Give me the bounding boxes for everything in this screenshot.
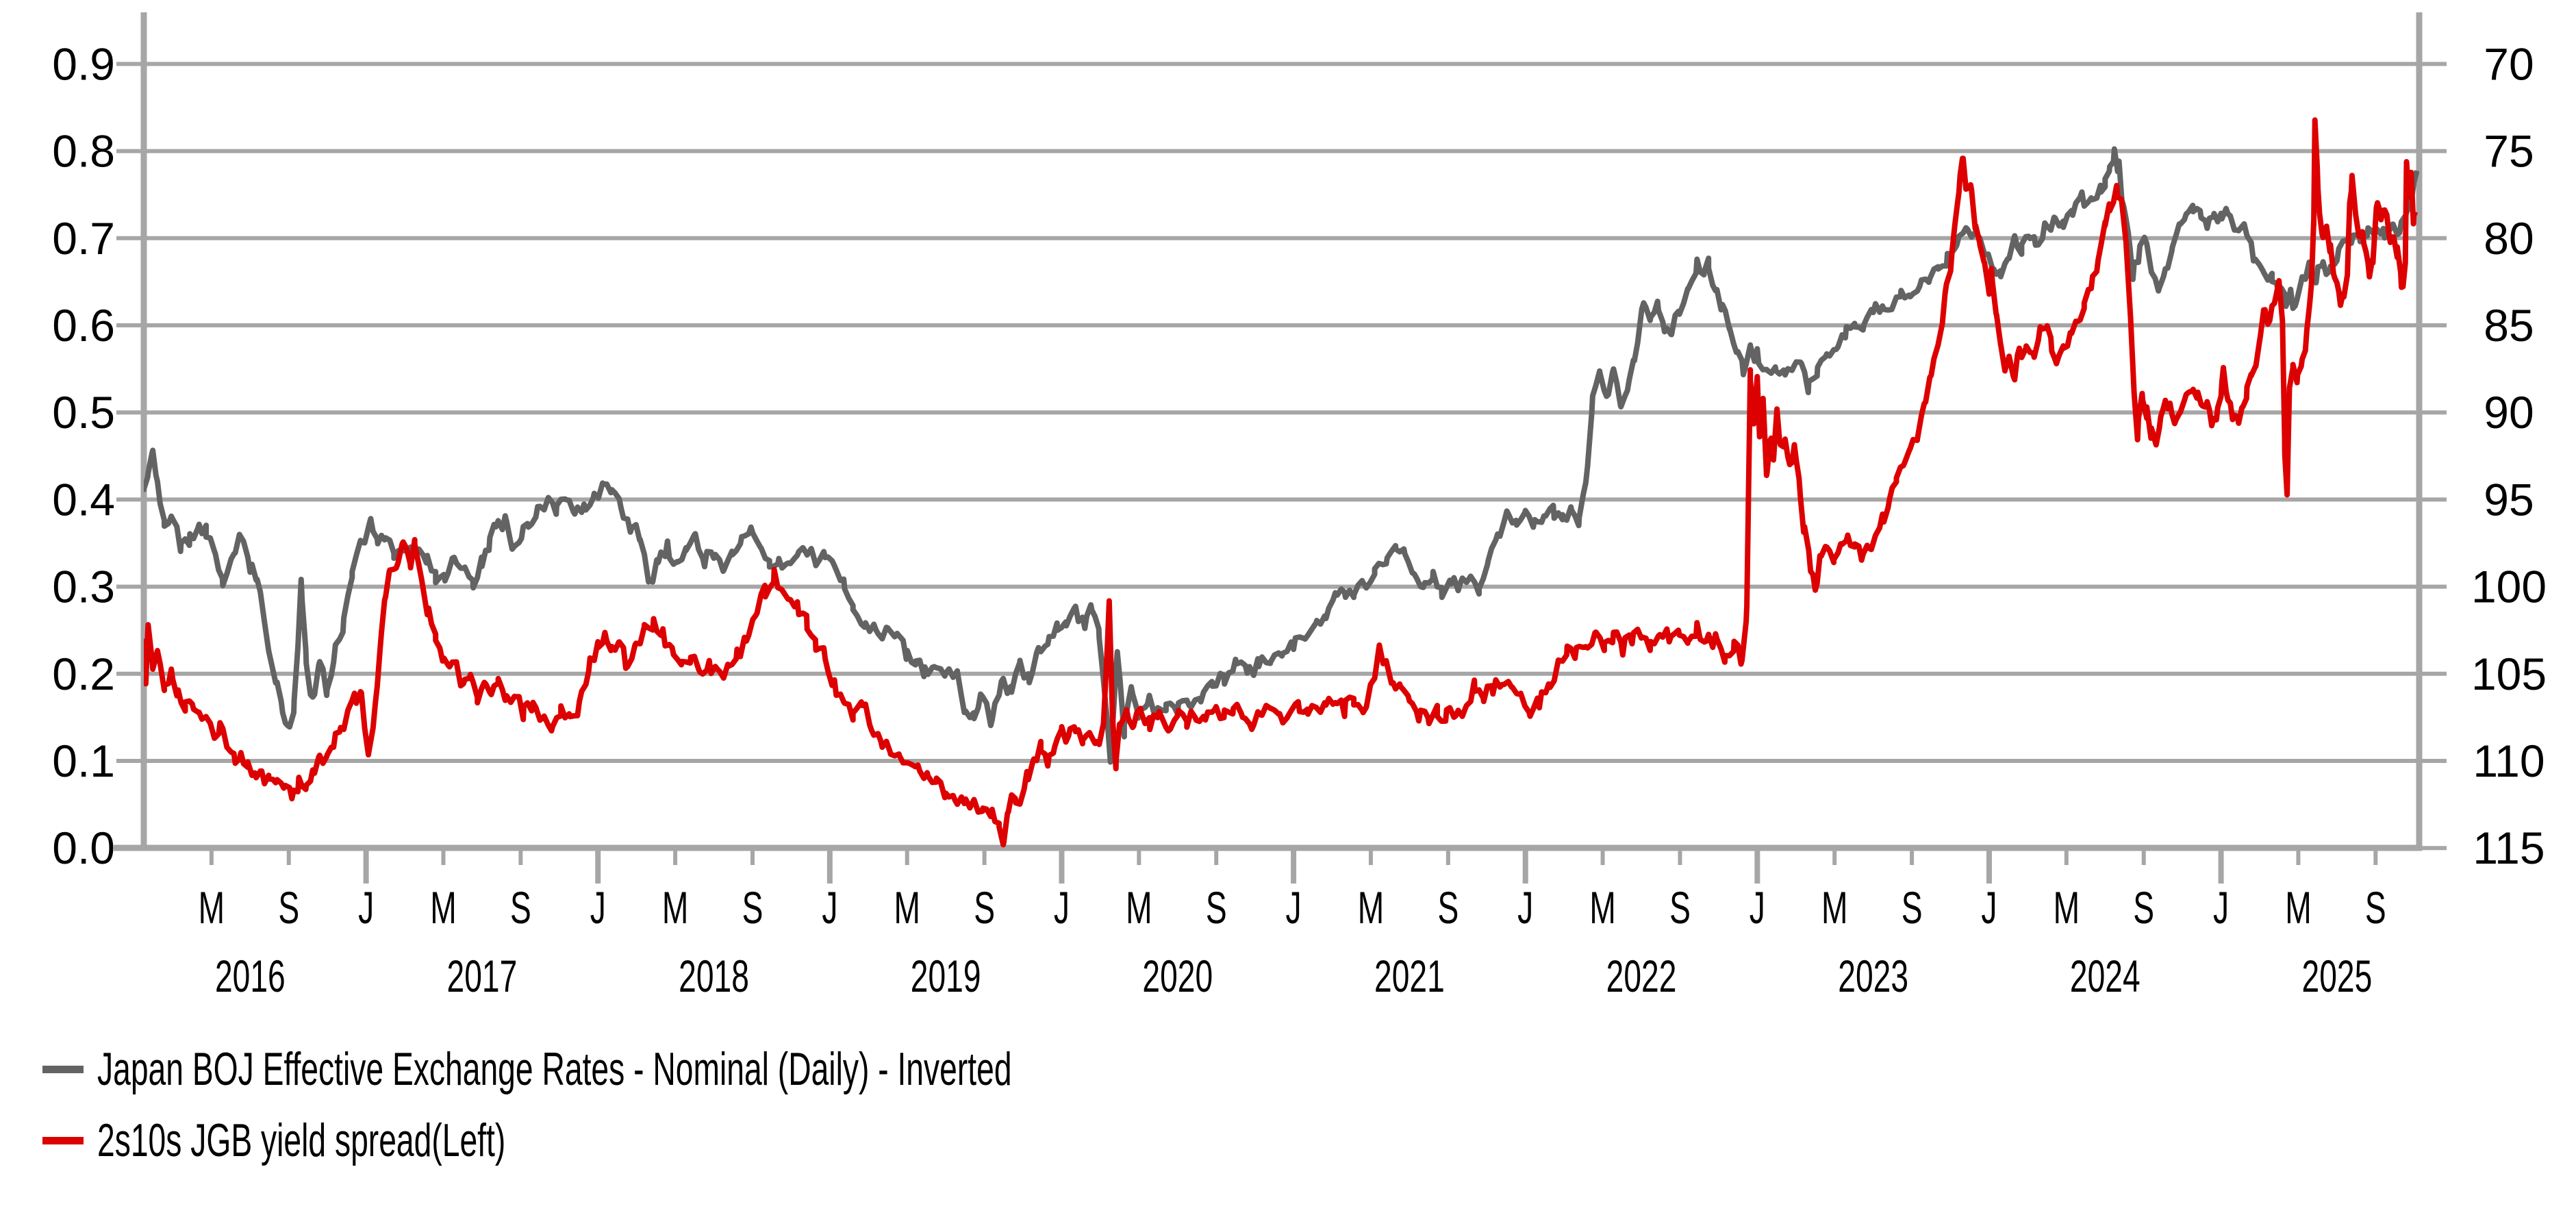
series-line-boj-exchange-rate bbox=[144, 146, 2419, 765]
series-lines bbox=[144, 117, 2419, 848]
right-axis-labels: 70 75 80 85 90 95 100 105 110 115 bbox=[2471, 38, 2547, 873]
right-axis-tick-label: 110 bbox=[2473, 736, 2545, 786]
left-axis-tick-label: 0.6 bbox=[52, 300, 115, 351]
month-tick-label: J bbox=[1750, 883, 1765, 933]
left-axis-tick-label: 0.5 bbox=[52, 387, 115, 438]
left-axis-tick-label: 0.1 bbox=[52, 736, 115, 786]
month-tick-label: M bbox=[2054, 883, 2080, 933]
month-tick-label: S bbox=[1437, 883, 1459, 933]
year-tick-label: 2019 bbox=[911, 951, 981, 1002]
legend-label-boj: Japan BOJ Effective Exchange Rates - Nom… bbox=[97, 1043, 1012, 1095]
year-tick-label: 2022 bbox=[1606, 951, 1677, 1002]
legend-item-boj: Japan BOJ Effective Exchange Rates - Nom… bbox=[42, 1042, 1442, 1096]
month-tick-label: S bbox=[2133, 883, 2154, 933]
month-tick-label: M bbox=[430, 883, 456, 933]
year-tick-label: 2016 bbox=[215, 951, 286, 1002]
year-tick-label: 2018 bbox=[679, 951, 749, 1002]
legend-label-spread: 2s10s JGB yield spread(Left) bbox=[97, 1114, 506, 1166]
right-axis-tick-label: 70 bbox=[2484, 38, 2534, 89]
month-tick-label: M bbox=[1821, 883, 1847, 933]
month-tick-label: M bbox=[199, 883, 225, 933]
axis-ticks bbox=[116, 62, 2447, 851]
month-tick-label: J bbox=[1517, 883, 1533, 933]
month-tick-label: M bbox=[1589, 883, 1615, 933]
year-tick-label: 2020 bbox=[1142, 951, 1213, 1002]
month-tick-label: S bbox=[2365, 883, 2386, 933]
gridlines bbox=[144, 62, 2419, 851]
year-tick-label: 2021 bbox=[1374, 951, 1445, 1002]
right-axis-tick-label: 105 bbox=[2471, 649, 2547, 699]
month-tick-label: J bbox=[1286, 883, 1302, 933]
month-tick-label: S bbox=[742, 883, 763, 933]
right-axis-tick-label: 95 bbox=[2484, 474, 2534, 525]
month-tick-label: S bbox=[974, 883, 995, 933]
left-axis-tick-label: 0.0 bbox=[52, 823, 115, 873]
month-tick-label: J bbox=[590, 883, 606, 933]
x-axis-ticks-and-labels: M S J M S J M S J M S J M S J M S J M S J M S J M S J M S 2016 2017 201… bbox=[199, 848, 2386, 1002]
right-axis-tick-label: 85 bbox=[2484, 300, 2534, 351]
left-axis-tick-label: 0.3 bbox=[52, 562, 115, 612]
month-tick-label: M bbox=[662, 883, 688, 933]
month-tick-label: M bbox=[1126, 883, 1152, 933]
left-axis-labels: 0.9 0.8 0.7 0.6 0.5 0.4 0.3 0.2 0.1 0.0 bbox=[52, 38, 115, 873]
month-tick-label: S bbox=[1902, 883, 1923, 933]
legend-line-swatch-gray bbox=[42, 1065, 84, 1073]
month-tick-label: S bbox=[510, 883, 531, 933]
month-tick-label: S bbox=[278, 883, 299, 933]
year-tick-label: 2024 bbox=[2070, 951, 2141, 1002]
series-line-2s10s-spread bbox=[144, 117, 2419, 848]
month-tick-label: J bbox=[822, 883, 837, 933]
month-tick-label: S bbox=[1206, 883, 1227, 933]
month-tick-label: J bbox=[1981, 883, 1997, 933]
right-axis-tick-label: 100 bbox=[2471, 562, 2547, 612]
month-tick-label: M bbox=[1358, 883, 1384, 933]
left-axis-tick-label: 0.7 bbox=[52, 213, 115, 264]
month-tick-label: J bbox=[358, 883, 374, 933]
legend: Japan BOJ Effective Exchange Rates - Nom… bbox=[42, 1042, 1442, 1185]
month-tick-label: M bbox=[894, 883, 920, 933]
left-axis-tick-label: 0.9 bbox=[52, 38, 115, 89]
left-axis-tick-label: 0.2 bbox=[52, 649, 115, 699]
year-tick-label: 2017 bbox=[447, 951, 518, 1002]
year-tick-label: 2025 bbox=[2302, 951, 2373, 1002]
month-tick-label: M bbox=[2285, 883, 2311, 933]
right-axis-tick-label: 115 bbox=[2473, 823, 2545, 873]
right-axis-tick-label: 90 bbox=[2484, 387, 2534, 438]
year-tick-label: 2023 bbox=[1838, 951, 1908, 1002]
legend-line-swatch-red bbox=[42, 1136, 84, 1144]
month-tick-label: J bbox=[1054, 883, 1070, 933]
left-axis-tick-label: 0.8 bbox=[52, 126, 115, 177]
right-axis-tick-label: 80 bbox=[2484, 213, 2534, 264]
right-axis-tick-label: 75 bbox=[2484, 126, 2534, 177]
left-axis-tick-label: 0.4 bbox=[52, 474, 115, 525]
legend-item-spread: 2s10s JGB yield spread(Left) bbox=[42, 1114, 1442, 1167]
plot-spines bbox=[114, 12, 2423, 851]
month-tick-label: J bbox=[2213, 883, 2229, 933]
month-tick-label: S bbox=[1669, 883, 1691, 933]
